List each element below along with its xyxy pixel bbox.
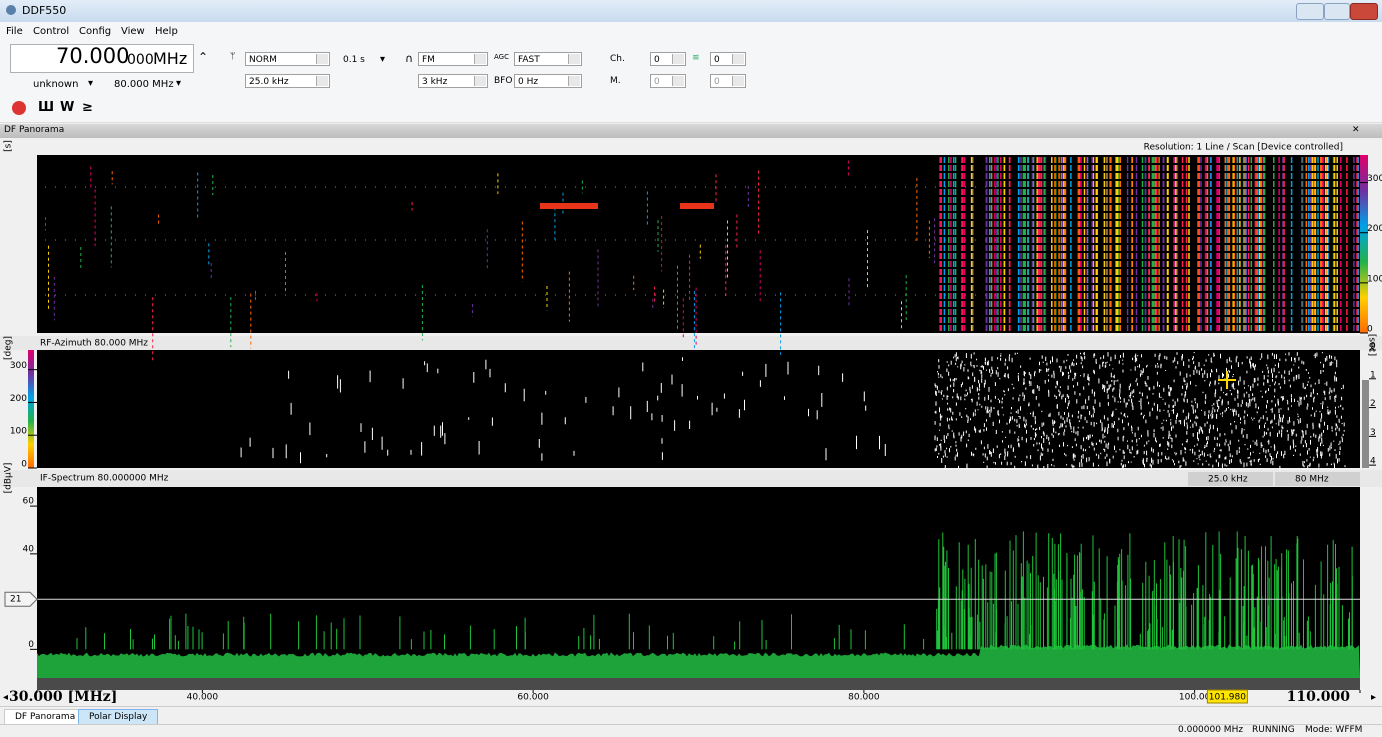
y-tick-label: 0: [21, 460, 27, 470]
azimuth-title: RF-Azimuth 80.000 MHz: [40, 339, 148, 349]
location-combo[interactable]: unknown: [33, 79, 78, 90]
waterfall-signal: [540, 203, 598, 209]
agc-label: AGC: [494, 53, 509, 61]
scale-tick-label: 200: [1367, 224, 1382, 234]
y2-tick-label: 1: [1370, 370, 1376, 380]
scroll-right: ▸: [1371, 692, 1376, 703]
y2-tick-label: 4: [1370, 457, 1376, 467]
y-tick-label: 300: [10, 361, 27, 371]
x-tick-label: 40.000: [187, 693, 219, 703]
frequency-main: 70.000: [56, 44, 129, 68]
y-tick-label: 60: [23, 497, 35, 507]
azimuth-plot: [37, 350, 1360, 468]
azimuth-header: [0, 336, 1382, 350]
tab[interactable]: DF Panorama: [4, 709, 86, 725]
frequency-fine: 000: [127, 52, 154, 68]
channel-input[interactable]: 0: [650, 52, 686, 66]
panel-title: DF Panorama: [4, 125, 64, 135]
y2-tick-label: 3: [1370, 428, 1376, 438]
spectrum-span: 80 MHz: [1295, 475, 1329, 485]
tool-button[interactable]: W: [60, 100, 74, 115]
menu-item[interactable]: File: [6, 26, 23, 37]
menu-item[interactable]: Control: [33, 26, 69, 37]
frequency-spin[interactable]: ⌃: [198, 50, 208, 64]
span-combo[interactable]: 80.000 MHz: [114, 79, 174, 90]
status-bar: [0, 724, 1382, 737]
y-tick-label: 100: [10, 427, 27, 437]
dropdown-arrow[interactable]: ▾: [380, 54, 385, 65]
waterfall-signal: [680, 203, 714, 209]
x-tick-label: 80.000: [848, 693, 880, 703]
y2-tick-label: 0: [1370, 342, 1376, 352]
waterfall-unit: [s]: [4, 140, 14, 152]
y-tick-label: 0: [28, 640, 34, 650]
menu-item[interactable]: View: [121, 26, 145, 37]
waterfall: [37, 155, 1360, 333]
y-tick-label: 40: [23, 544, 35, 554]
status-mode: Mode: WFFM: [1305, 725, 1362, 735]
dropdown-arrow[interactable]: ▾: [88, 78, 93, 89]
azimuth-unit: [deg]: [4, 336, 14, 360]
time-combo[interactable]: 0.1 s: [343, 55, 365, 65]
y-tick-label: 200: [10, 394, 27, 404]
scale-tick-label: 100: [1367, 274, 1382, 284]
squelch-input[interactable]: 0: [710, 52, 746, 66]
spectrum-floor: [37, 678, 1360, 690]
frequency-unit: MHz: [153, 49, 187, 68]
demod-combo[interactable]: FM: [418, 52, 488, 66]
close-button[interactable]: [1350, 3, 1378, 20]
tool-button[interactable]: ≥: [82, 100, 93, 115]
menu-item[interactable]: Config: [79, 26, 111, 37]
bfo-label: BFO: [494, 76, 512, 86]
title-bar: [0, 0, 1382, 22]
headphone-icon: ∩: [405, 52, 413, 65]
threshold-label: 21: [10, 595, 21, 605]
memory-input-2[interactable]: 0: [710, 74, 746, 88]
x-tick-label: 100.00: [1179, 693, 1211, 703]
x-tick-label: 110.000: [1287, 689, 1351, 705]
scroll-left: ◂: [3, 692, 8, 703]
tool-button[interactable]: Ш: [38, 100, 54, 115]
x-tick-label: 30.000 [MHz]: [9, 689, 117, 705]
restore-button[interactable]: [1324, 3, 1350, 20]
channel-label: Ch.: [610, 54, 625, 64]
bfo-input[interactable]: 0 Hz: [514, 74, 582, 88]
status-state: RUNNING: [1252, 725, 1295, 735]
agc-combo[interactable]: FAST: [514, 52, 582, 66]
tab[interactable]: Polar Display: [78, 709, 158, 725]
spectrum-title: IF-Spectrum 80.000000 MHz: [40, 474, 169, 484]
spectrum-bandwidth: 25.0 kHz: [1208, 475, 1248, 485]
menu-bar: File Control Config View Help: [0, 22, 1382, 42]
marker-label: 101.980: [1209, 693, 1246, 703]
app-icon: [6, 5, 16, 15]
scale-tick-label: 0: [1367, 325, 1373, 335]
y2-tick-label: 2: [1370, 399, 1376, 409]
spectrum-header: [0, 470, 1382, 487]
azimuth-scrollbar[interactable]: [1362, 380, 1369, 468]
resolution-label: Resolution: 1 Line / Scan [Device contro…: [1144, 143, 1343, 153]
panel-close[interactable]: ✕: [1352, 125, 1360, 135]
memory-label: M.: [610, 76, 621, 86]
panel-header: [0, 124, 1382, 138]
memory-input[interactable]: 0: [650, 74, 686, 88]
df-panorama: [s] Resolution: 1 Line / Scan [Device co…: [0, 138, 1382, 706]
minimize-button[interactable]: [1296, 3, 1324, 20]
window-title: DDF550: [22, 4, 66, 17]
status-frequency: 0.000000 MHz: [1178, 725, 1243, 735]
stop-button[interactable]: [12, 101, 26, 115]
spectrum-unit: [dBµV]: [4, 463, 14, 494]
dropdown-arrow[interactable]: ▾: [176, 78, 181, 89]
menu-item[interactable]: Help: [155, 26, 178, 37]
x-tick-label: 60.000: [517, 693, 549, 703]
squelch-icon: ≌: [692, 53, 700, 63]
app-window: DDF550 FileControlConfigViewHelp 70.000 …: [0, 0, 1382, 736]
antenna-icon: ᛘ: [230, 52, 235, 62]
demod-bw-combo[interactable]: 3 kHz: [418, 74, 488, 88]
antenna-mode-combo[interactable]: NORM: [245, 52, 330, 66]
azimuth-color-scale: [28, 350, 34, 468]
bandwidth-combo[interactable]: 25.0 kHz: [245, 74, 330, 88]
scale-tick-label: 300: [1367, 174, 1382, 184]
